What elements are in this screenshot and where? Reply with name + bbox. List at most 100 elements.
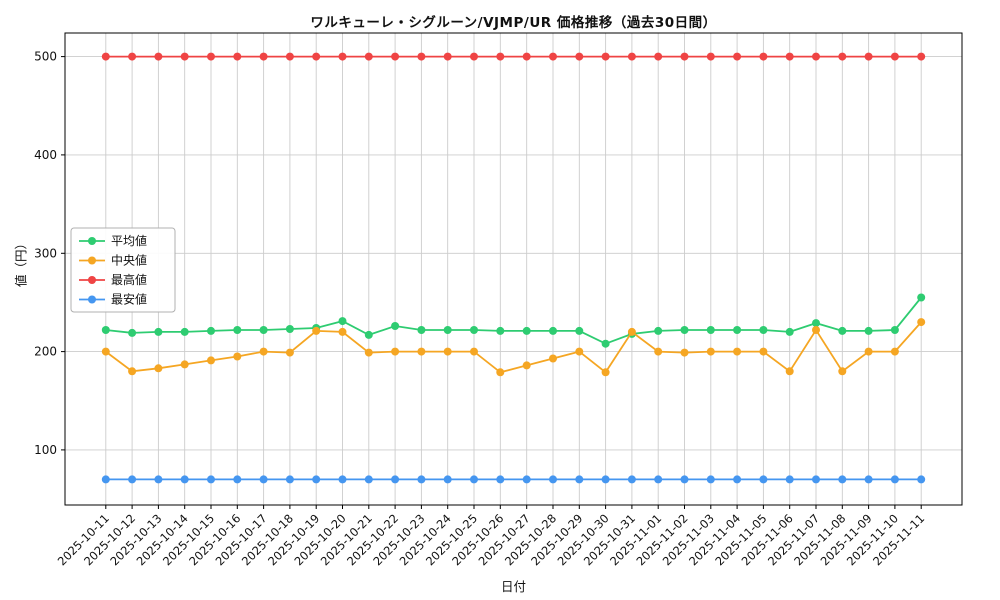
data-point-max (733, 52, 742, 61)
data-point-min (733, 475, 742, 484)
data-point-median (391, 347, 400, 356)
data-point-median (654, 347, 663, 356)
data-point-min (838, 475, 847, 484)
data-point-median (627, 327, 636, 336)
data-point-average (549, 326, 557, 335)
data-point-max (496, 52, 505, 61)
legend-label-median: 中央値 (111, 253, 147, 268)
data-point-min (443, 475, 452, 484)
data-point-median (180, 360, 189, 369)
data-point-average (496, 326, 505, 335)
legend-item-max: 最高値 (79, 272, 147, 287)
data-point-median (917, 318, 926, 327)
data-point-max (101, 52, 110, 61)
data-point-median (154, 364, 163, 373)
data-point-max (864, 52, 873, 61)
data-point-median (207, 356, 215, 365)
legend-label-min: 最安値 (111, 292, 147, 307)
legend-marker-median (88, 256, 96, 265)
data-point-median (522, 361, 531, 370)
data-point-median (364, 348, 373, 357)
y-tick-label: 100 (34, 443, 57, 457)
series-max (101, 52, 926, 61)
data-point-max (917, 52, 926, 61)
data-point-max (654, 52, 663, 61)
data-point-max (391, 52, 400, 61)
data-point-min (601, 475, 610, 484)
data-point-average (812, 319, 820, 328)
chart-title: ワルキューレ・シグルーン/VJMP/UR 価格推移（過去30日間） (310, 15, 717, 31)
data-point-median (470, 347, 478, 356)
data-point-median (706, 347, 715, 356)
data-point-median (101, 347, 110, 356)
data-point-average (785, 327, 794, 336)
gridlines (65, 33, 962, 505)
data-point-max (838, 52, 847, 61)
legend-item-min: 最安値 (79, 292, 147, 307)
data-point-average (154, 327, 163, 336)
legend-label-average: 平均値 (111, 233, 147, 248)
data-point-median (575, 347, 584, 356)
data-point-max (285, 52, 294, 61)
data-point-median (312, 326, 321, 335)
data-point-median (496, 368, 505, 377)
data-point-average (364, 330, 373, 339)
data-point-median (259, 347, 268, 356)
data-point-max (812, 52, 820, 61)
data-point-max (890, 52, 899, 61)
data-point-max (259, 52, 268, 61)
x-axis-label: 日付 (500, 579, 526, 594)
data-point-max (549, 52, 557, 61)
data-point-max (522, 52, 531, 61)
data-point-median (838, 367, 847, 376)
data-point-max (759, 52, 768, 61)
data-point-min (128, 475, 137, 484)
data-point-max (575, 52, 584, 61)
data-point-max (601, 52, 610, 61)
data-point-average (101, 326, 110, 334)
data-point-min (812, 475, 820, 484)
legend-item-average: 平均値 (79, 233, 147, 248)
data-point-max (207, 52, 215, 61)
y-tick-label: 300 (34, 246, 57, 260)
data-point-average (285, 325, 294, 333)
data-point-average (207, 326, 215, 335)
data-point-max (154, 52, 163, 61)
data-point-max (706, 52, 715, 61)
data-point-max (233, 52, 242, 61)
data-point-min (101, 475, 110, 484)
data-point-median (338, 327, 347, 336)
data-point-min (496, 475, 505, 484)
data-point-median (759, 347, 768, 356)
data-point-min (680, 475, 689, 484)
data-point-max (338, 52, 347, 61)
data-point-max (443, 52, 452, 61)
data-point-min (312, 475, 321, 484)
data-point-average (470, 326, 478, 334)
data-point-min (654, 475, 663, 484)
data-point-min (391, 475, 400, 484)
data-point-median (890, 347, 899, 356)
data-point-average (391, 322, 400, 330)
y-tick-label: 500 (34, 50, 57, 64)
data-point-min (890, 475, 899, 484)
data-point-average (733, 326, 742, 334)
data-point-average (443, 326, 452, 334)
data-point-median (128, 367, 137, 376)
data-point-max (417, 52, 426, 61)
data-point-average (601, 339, 610, 348)
data-point-average (890, 326, 899, 334)
data-point-median (233, 352, 242, 361)
data-point-average (338, 317, 347, 326)
data-point-max (785, 52, 794, 61)
data-point-average (759, 326, 768, 334)
data-point-max (128, 52, 137, 61)
data-point-max (470, 52, 478, 61)
data-point-average (706, 326, 715, 334)
data-point-min (627, 475, 636, 484)
data-point-min (207, 475, 215, 484)
data-point-median (443, 347, 452, 356)
